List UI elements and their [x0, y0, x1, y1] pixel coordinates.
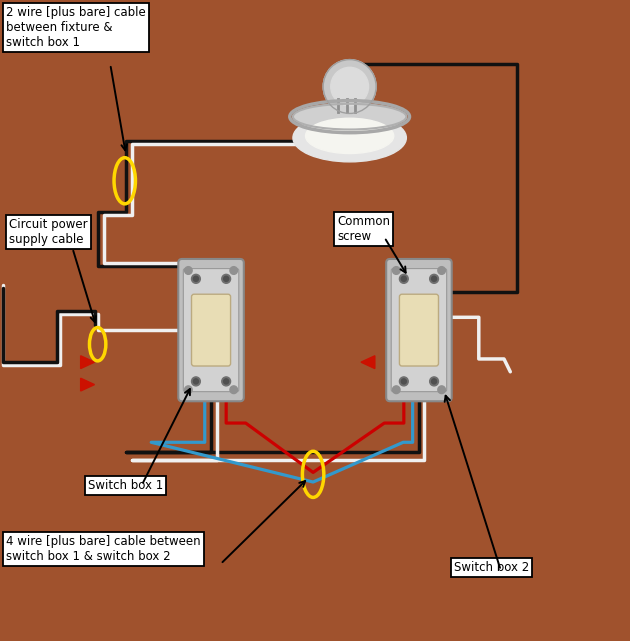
Text: Common
screw: Common screw: [337, 215, 390, 243]
Circle shape: [399, 377, 408, 386]
Circle shape: [222, 377, 231, 386]
Circle shape: [432, 379, 437, 384]
FancyBboxPatch shape: [183, 269, 239, 392]
Circle shape: [392, 386, 400, 394]
Polygon shape: [81, 356, 94, 369]
Circle shape: [392, 267, 400, 274]
Circle shape: [331, 67, 369, 106]
Circle shape: [430, 274, 438, 283]
Text: Circuit power
supply cable: Circuit power supply cable: [9, 218, 88, 246]
FancyBboxPatch shape: [192, 294, 231, 366]
Circle shape: [185, 386, 192, 394]
Circle shape: [430, 377, 438, 386]
FancyBboxPatch shape: [386, 259, 452, 401]
Circle shape: [192, 274, 200, 283]
Circle shape: [224, 276, 229, 281]
Text: 4 wire [plus bare] cable between
switch box 1 & switch box 2: 4 wire [plus bare] cable between switch …: [6, 535, 201, 563]
Circle shape: [185, 267, 192, 274]
Text: 2 wire [plus bare] cable
between fixture &
switch box 1: 2 wire [plus bare] cable between fixture…: [6, 6, 146, 49]
Ellipse shape: [293, 104, 406, 129]
Text: Switch box 2: Switch box 2: [454, 561, 529, 574]
Circle shape: [401, 379, 406, 384]
Polygon shape: [361, 356, 375, 369]
Circle shape: [192, 377, 200, 386]
FancyBboxPatch shape: [178, 259, 244, 401]
Circle shape: [230, 386, 238, 394]
Circle shape: [323, 60, 376, 113]
Circle shape: [432, 276, 437, 281]
Circle shape: [224, 379, 229, 384]
Circle shape: [193, 379, 198, 384]
Circle shape: [230, 267, 238, 274]
Ellipse shape: [293, 114, 406, 162]
Circle shape: [438, 386, 445, 394]
Circle shape: [222, 274, 231, 283]
Circle shape: [399, 274, 408, 283]
Circle shape: [401, 276, 406, 281]
FancyBboxPatch shape: [399, 294, 438, 366]
Circle shape: [438, 267, 445, 274]
Polygon shape: [81, 378, 94, 391]
Circle shape: [193, 276, 198, 281]
Ellipse shape: [306, 119, 394, 154]
Text: Switch box 1: Switch box 1: [88, 479, 163, 492]
FancyBboxPatch shape: [391, 269, 447, 392]
